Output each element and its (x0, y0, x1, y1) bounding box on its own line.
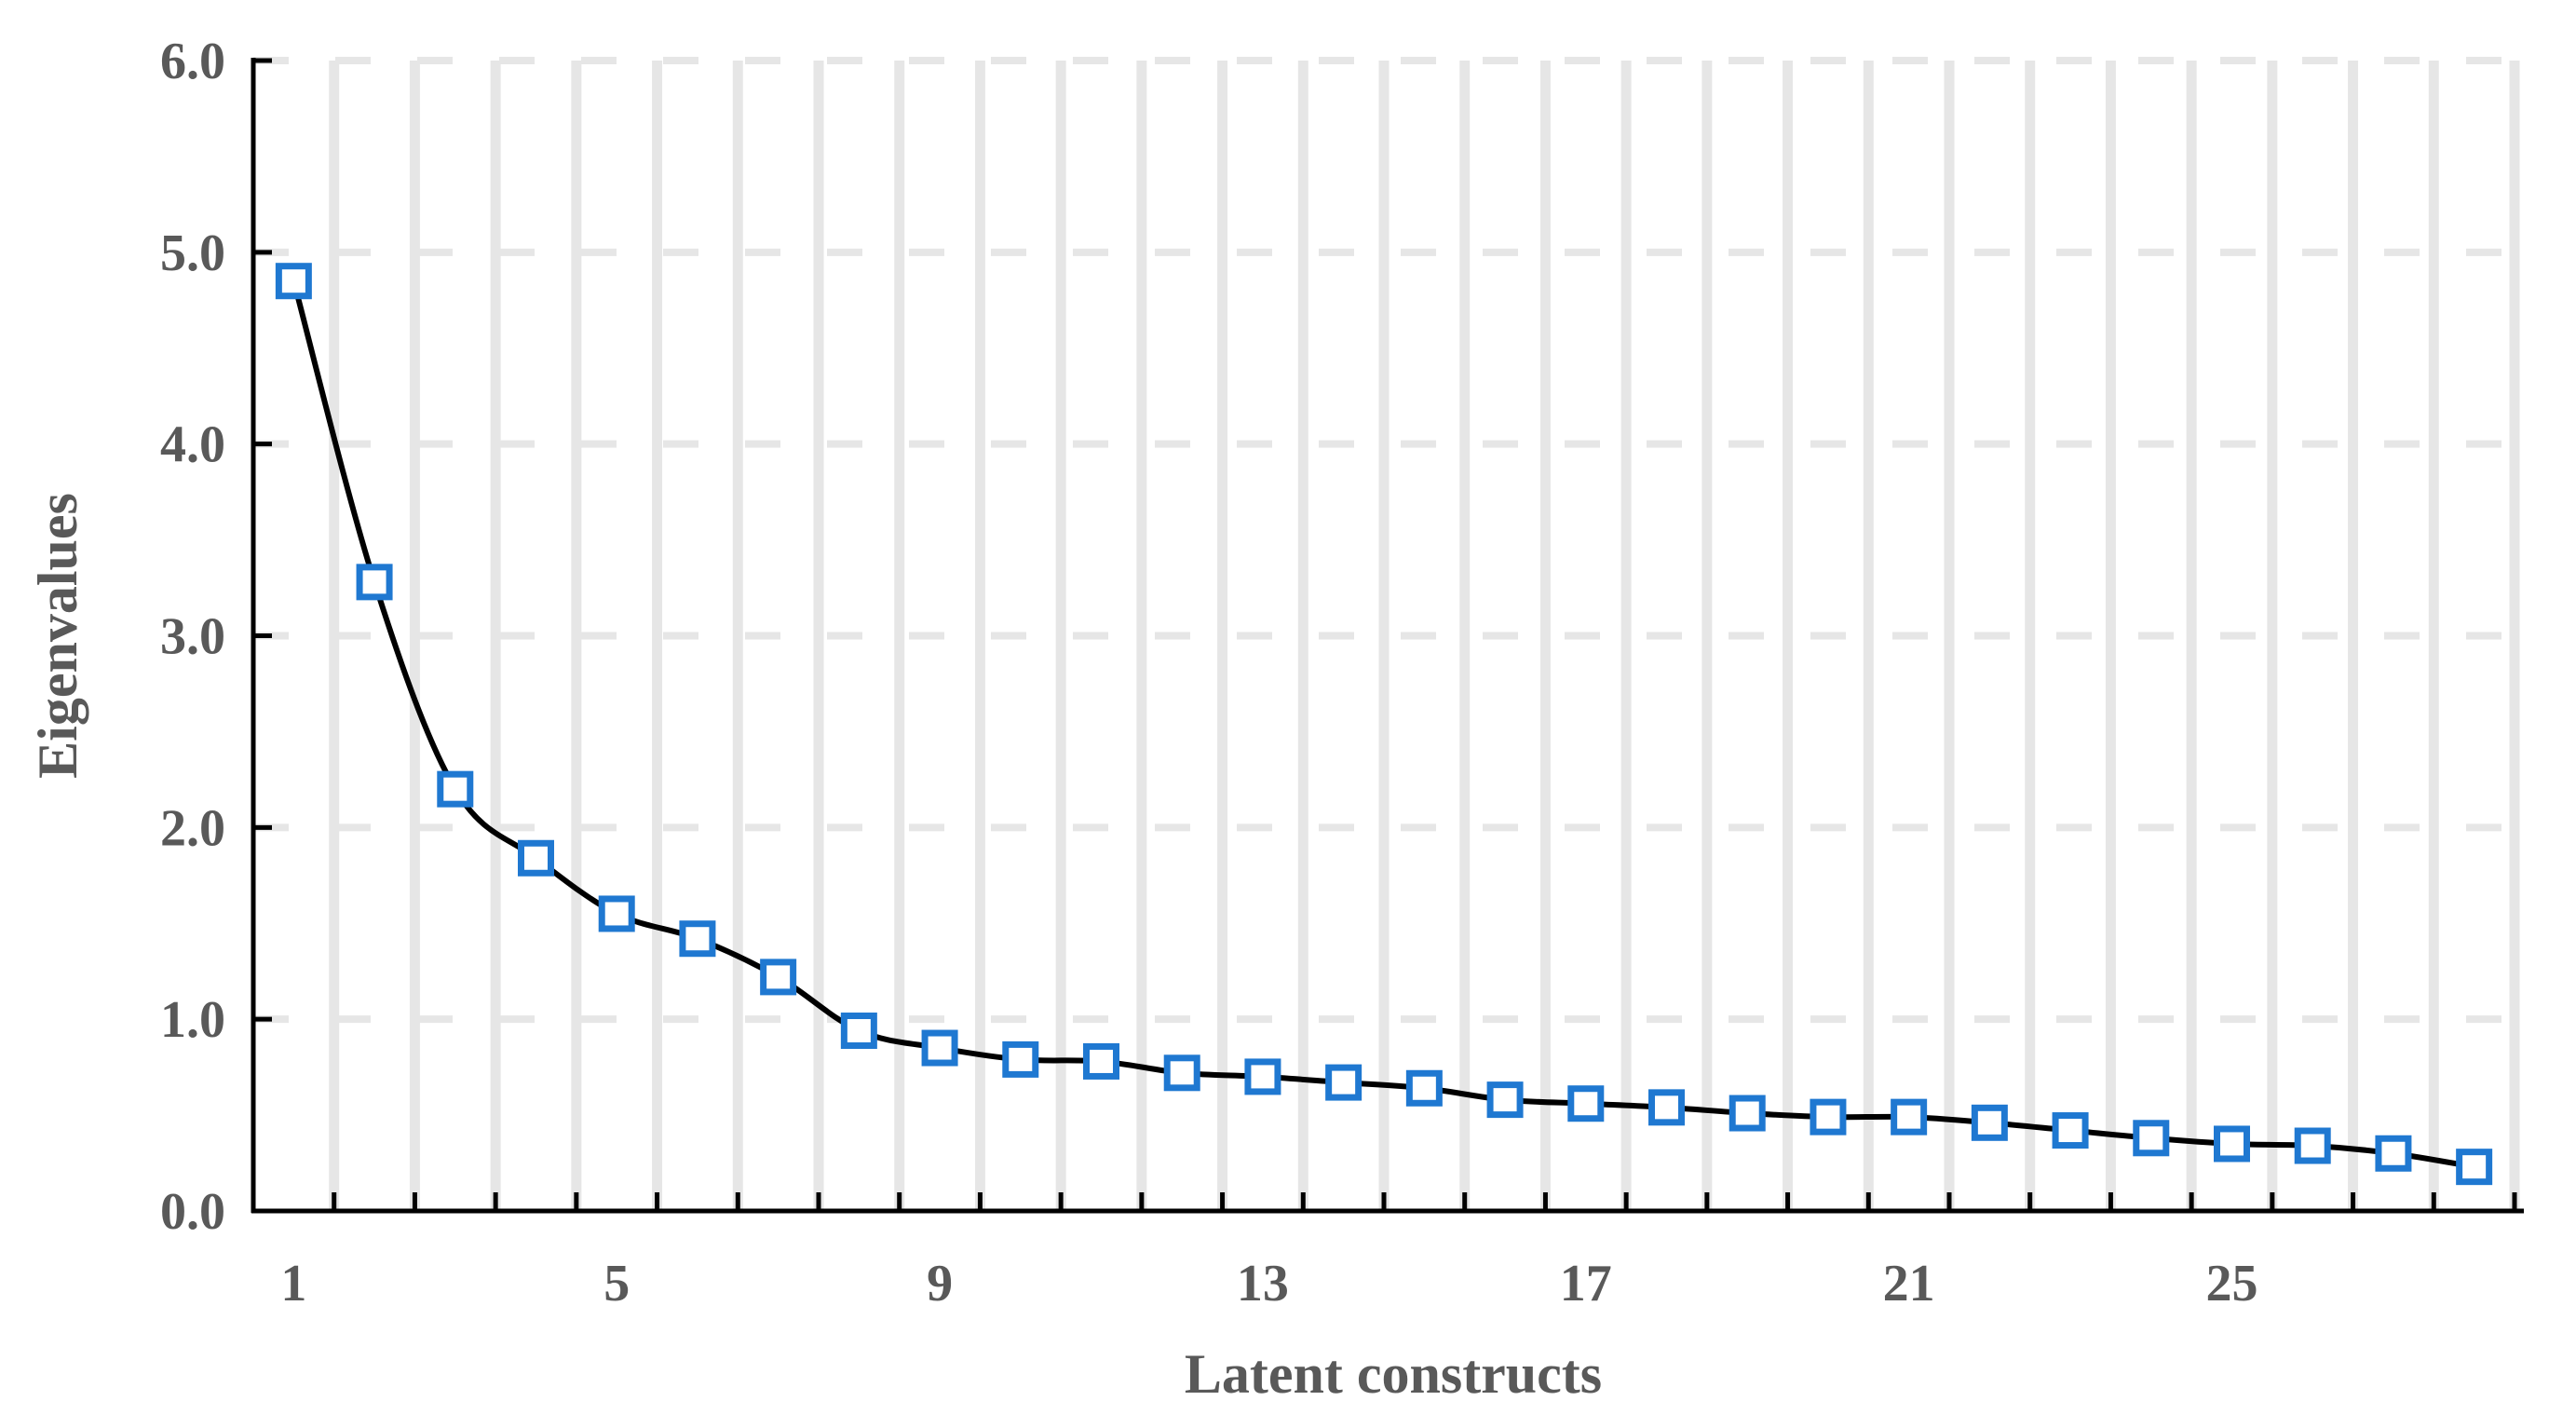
y-tick-label: 0.0 (160, 1183, 225, 1241)
data-point-marker (1083, 1042, 1119, 1080)
x-tick-label: 13 (1237, 1255, 1289, 1312)
x-tick-label: 9 (927, 1255, 953, 1312)
y-tick-label: 3.0 (160, 608, 225, 666)
data-point-marker (275, 263, 312, 300)
x-tick-label: 21 (1883, 1255, 1935, 1312)
y-tick-label: 1.0 (160, 991, 225, 1049)
data-point-marker (1891, 1098, 1928, 1136)
x-tick-label: 5 (603, 1255, 630, 1312)
data-point-marker (598, 895, 635, 932)
data-point-marker (2133, 1120, 2170, 1157)
data-point-marker (1002, 1040, 1039, 1078)
data-point-marker (437, 770, 474, 808)
data-point-marker (2294, 1127, 2331, 1164)
data-point-marker (2375, 1135, 2412, 1172)
data-point-marker (2456, 1149, 2493, 1186)
x-tick-label: 25 (2206, 1255, 2258, 1312)
data-point-marker (1648, 1089, 1685, 1126)
data-point-marker (1325, 1064, 1363, 1101)
y-tick-label: 4.0 (160, 416, 225, 474)
data-point-marker (679, 920, 716, 958)
data-point-marker (921, 1029, 958, 1067)
data-point-marker (840, 1013, 877, 1050)
x-axis-title: Latent constructs (1185, 1343, 1602, 1405)
data-point-marker (760, 959, 797, 996)
x-tick-label: 17 (1560, 1255, 1612, 1312)
tick-label-layer: 0.0 1.0 2.0 3.0 4.0 5.0 6.0 1 5 9 13 17 21 25 (160, 33, 2258, 1312)
data-point-marker (518, 839, 554, 877)
axes-layer (251, 58, 2524, 1214)
data-point-marker (1810, 1098, 1847, 1136)
data-point-marker (1729, 1095, 1766, 1132)
data-point-marker (2052, 1112, 2089, 1149)
data-point-marker (2214, 1125, 2250, 1163)
data-point-marker (1244, 1058, 1281, 1095)
series-marker-layer (275, 263, 2493, 1186)
data-point-marker (1163, 1054, 1200, 1092)
data-point-marker (1971, 1104, 2008, 1141)
data-point-marker (1567, 1085, 1605, 1122)
data-point-marker (1486, 1081, 1524, 1119)
y-axis-title: Eigenvalues (27, 493, 88, 779)
x-tick-label: 1 (280, 1255, 306, 1312)
data-point-marker (1405, 1069, 1443, 1107)
data-point-marker (356, 564, 393, 601)
y-tick-label: 2.0 (160, 799, 225, 857)
y-tick-label: 6.0 (160, 33, 225, 90)
grid-layer (253, 57, 2520, 1211)
y-tick-label: 5.0 (160, 224, 225, 282)
